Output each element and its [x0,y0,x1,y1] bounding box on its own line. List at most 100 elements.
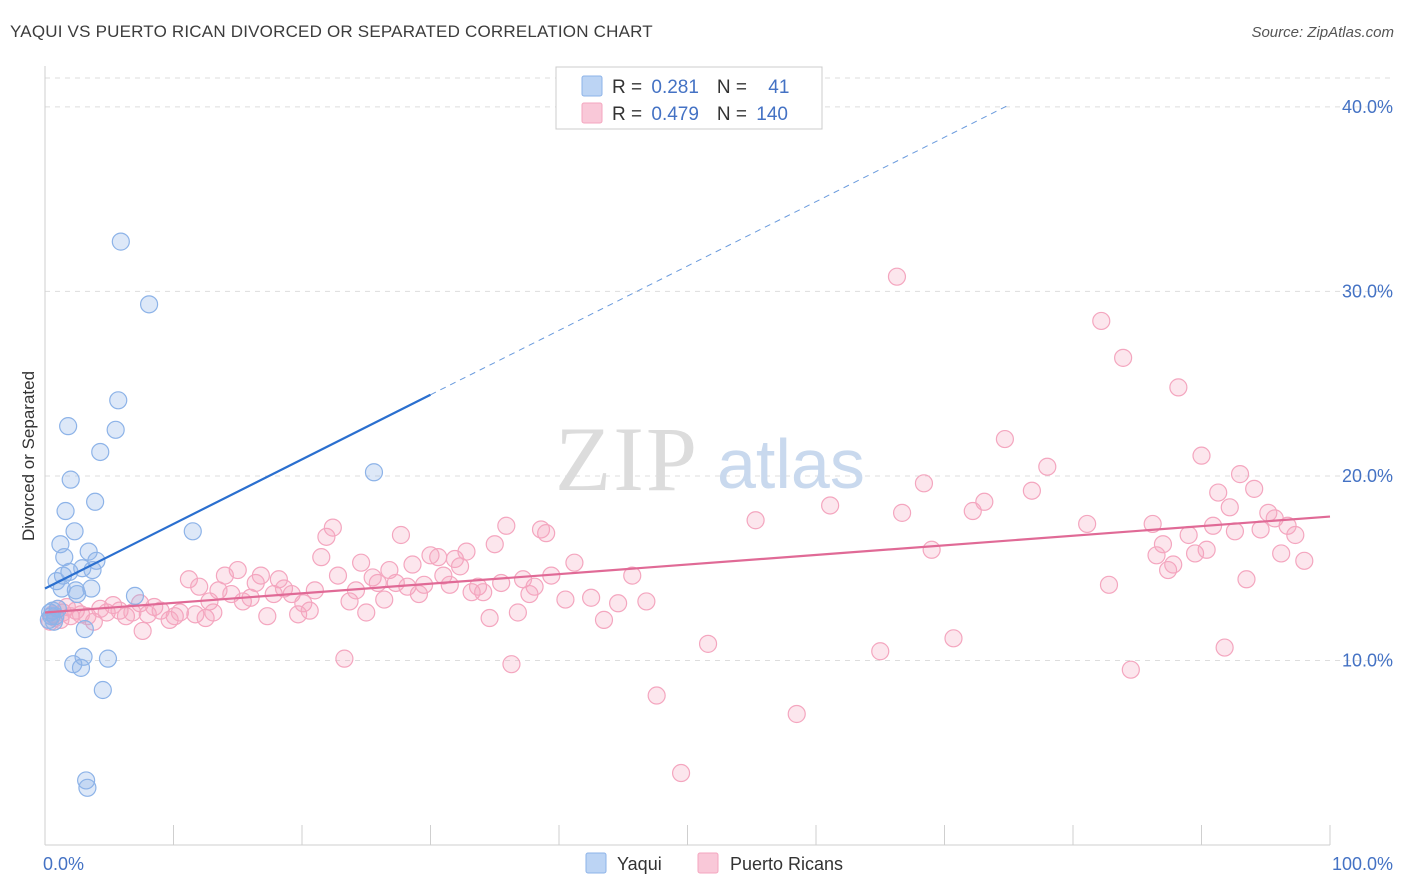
y-axis-label: Divorced or Separated [19,371,38,541]
point-puerto-ricans [647,686,666,705]
point-yaqui [65,522,84,541]
point-puerto-ricans [1209,483,1228,502]
point-puerto-ricans [1245,479,1264,498]
point-puerto-ricans [485,535,504,554]
point-puerto-ricans [289,605,308,624]
x-tick-labels: 0.0% 100.0% [43,854,1393,874]
point-puerto-ricans [1295,551,1314,570]
legend-swatch-yaqui [581,75,603,97]
point-puerto-ricans [1192,446,1211,465]
point-puerto-ricans [1022,481,1041,500]
y-tick-label: 30.0% [1342,281,1393,301]
point-puerto-ricans [975,492,994,511]
point-puerto-ricans [1179,525,1198,545]
point-puerto-ricans [525,577,544,596]
legend-r-value-pr: 0.479 [651,104,699,125]
point-puerto-ricans [1220,498,1239,517]
legend-r-value-yaqui: 0.281 [651,77,699,98]
point-puerto-ricans [497,516,516,535]
point-puerto-ricans [1286,525,1305,545]
point-puerto-ricans [1158,560,1178,580]
trend-line-yaqui [44,393,431,590]
point-puerto-ricans [480,608,499,628]
watermark-atlas: atlas [717,425,865,503]
point-puerto-ricans [340,592,359,611]
point-yaqui [68,584,87,604]
bottom-legend-swatch-puerto-ricans [697,852,719,874]
bottom-legend: Yaqui Puerto Ricans [585,852,843,874]
point-puerto-ricans [269,570,288,589]
point-puerto-ricans [1230,465,1250,484]
point-yaqui [109,391,128,410]
point-puerto-ricans [1169,378,1188,397]
y-tick-label: 10.0% [1342,650,1393,670]
point-puerto-ricans [335,649,354,668]
point-puerto-ricans [323,518,342,537]
point-yaqui [56,501,75,521]
legend-n-label: N = [717,77,752,98]
point-puerto-ricans [133,621,152,641]
point-yaqui [106,420,125,439]
y-tick-label: 20.0% [1342,466,1393,486]
point-puerto-ricans [429,548,448,567]
point-puerto-ricans [170,603,190,622]
point-yaqui [364,463,384,482]
point-yaqui [183,522,202,541]
point-puerto-ricans [1278,516,1297,535]
series-yaqui-points [39,232,384,797]
point-puerto-ricans [1078,514,1097,534]
point-puerto-ricans [671,763,691,783]
watermark-zip: ZIP [555,408,699,510]
point-yaqui [77,771,96,790]
x-tick-label-max: 100.0% [1332,854,1393,874]
point-puerto-ricans [787,704,806,724]
point-yaqui [98,649,118,668]
point-puerto-ricans [1251,520,1270,539]
point-puerto-ricans [1143,514,1162,534]
point-puerto-ricans [357,603,376,622]
legend-r-label: R = [612,104,647,125]
point-puerto-ricans [1121,660,1140,679]
point-yaqui [91,442,110,462]
point-puerto-ricans [637,592,656,611]
point-puerto-ricans [204,603,223,622]
legend-n-value-pr: 140 [756,104,788,125]
point-puerto-ricans [1164,555,1183,574]
point-puerto-ricans [1272,544,1291,563]
point-puerto-ricans [434,566,453,585]
point-puerto-ricans [892,503,912,522]
trend-lines [44,104,1331,614]
point-puerto-ricans [228,560,247,580]
point-yaqui [71,658,91,677]
legend-r-label: R = [612,77,647,98]
x-tick-label-min: 0.0% [43,854,84,874]
source-credit: Source: ZipAtlas.com [1251,24,1394,41]
point-yaqui [125,586,145,605]
point-puerto-ricans [1038,457,1057,476]
point-yaqui [59,417,78,436]
series-puerto-ricans-points [41,267,1314,783]
point-puerto-ricans [179,570,199,589]
point-puerto-ricans [887,267,907,286]
legend-row-yaqui: R = 0.281 N = 41 [612,77,789,98]
point-puerto-ricans [1185,544,1205,563]
point-puerto-ricans [594,610,614,629]
point-puerto-ricans [305,581,324,600]
point-puerto-ricans [1153,535,1173,554]
point-puerto-ricans [391,525,411,545]
point-yaqui [74,647,93,666]
legend-box: R = 0.281 N = 41 R = 0.479 N = 140 [555,66,823,130]
point-puerto-ricans [609,594,628,613]
bottom-legend-swatch-yaqui [585,852,607,874]
point-puerto-ricans [457,542,476,561]
point-yaqui [82,579,101,598]
point-yaqui [61,470,80,489]
point-puerto-ricans [1147,546,1166,565]
point-puerto-ricans [1099,575,1119,594]
legend-swatch-puerto-ricans [581,102,603,124]
point-puerto-ricans [375,590,394,609]
point-yaqui [93,680,112,700]
point-yaqui [111,232,130,251]
y-tick-labels: 10.0% 20.0% 30.0% 40.0% [1342,97,1393,671]
